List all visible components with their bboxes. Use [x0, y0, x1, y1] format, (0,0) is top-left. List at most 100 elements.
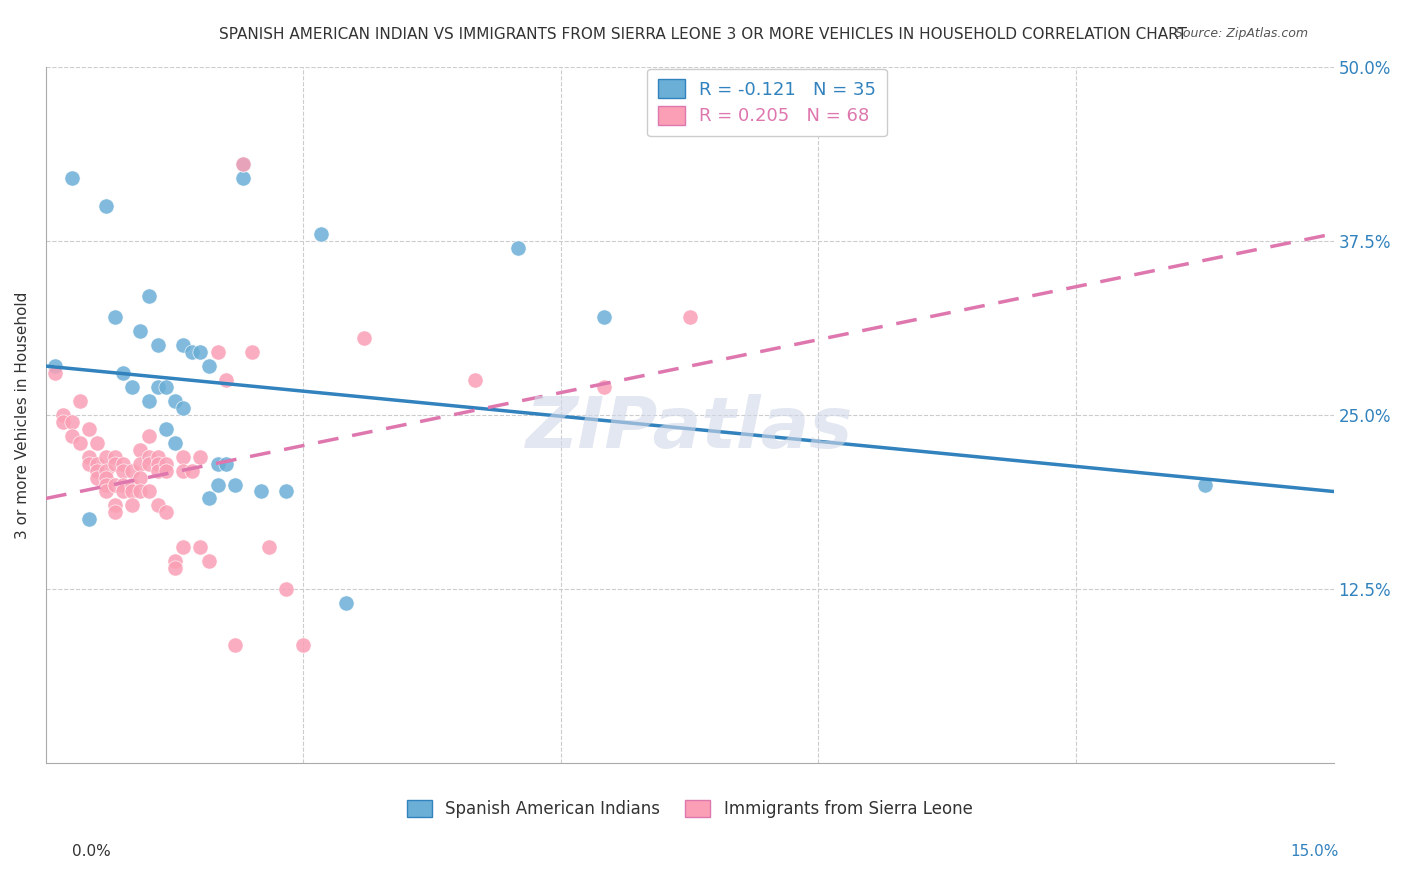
Point [94, 199, 117, 213]
Point [121, 484, 143, 499]
Point [335, 596, 357, 610]
Point [207, 345, 229, 359]
Point [121, 499, 143, 513]
Point [190, 345, 212, 359]
Point [276, 484, 298, 499]
Point [276, 582, 298, 596]
Point [44, 359, 66, 373]
Point [86, 435, 108, 450]
Point [292, 638, 315, 652]
Point [129, 484, 152, 499]
Point [94, 477, 117, 491]
Point [77, 457, 100, 471]
Point [129, 470, 152, 484]
Point [60, 415, 83, 429]
Point [155, 380, 177, 394]
Point [69, 393, 91, 408]
Legend: Spanish American Indians, Immigrants from Sierra Leone: Spanish American Indians, Immigrants fro… [401, 793, 979, 824]
Point [94, 484, 117, 499]
Point [146, 457, 169, 471]
Point [129, 457, 152, 471]
Point [249, 484, 271, 499]
Point [172, 401, 194, 415]
Text: Source: ZipAtlas.com: Source: ZipAtlas.com [1174, 27, 1308, 40]
Point [104, 457, 127, 471]
Point [163, 561, 186, 575]
Point [679, 310, 702, 325]
Point [232, 157, 254, 171]
Point [146, 450, 169, 464]
Text: ZIPatlas: ZIPatlas [526, 394, 853, 463]
Point [112, 464, 135, 478]
Point [146, 380, 169, 394]
Point [138, 450, 160, 464]
Point [198, 491, 221, 506]
Point [215, 373, 238, 387]
Point [104, 310, 127, 325]
Point [172, 450, 194, 464]
Point [163, 393, 186, 408]
Point [240, 345, 263, 359]
Point [353, 331, 375, 345]
Point [52, 415, 75, 429]
Point [180, 345, 202, 359]
Point [257, 540, 280, 554]
Point [60, 171, 83, 186]
Point [190, 450, 212, 464]
Point [215, 457, 238, 471]
Point [172, 540, 194, 554]
Point [52, 408, 75, 422]
Point [94, 470, 117, 484]
Point [112, 477, 135, 491]
Point [69, 435, 91, 450]
Point [44, 366, 66, 380]
Point [77, 512, 100, 526]
Point [138, 457, 160, 471]
Point [121, 464, 143, 478]
Point [138, 393, 160, 408]
Point [104, 505, 127, 519]
Point [112, 366, 135, 380]
Point [163, 435, 186, 450]
Point [129, 442, 152, 457]
Point [232, 157, 254, 171]
Point [198, 554, 221, 568]
Point [506, 241, 529, 255]
Point [155, 505, 177, 519]
Point [155, 457, 177, 471]
Point [198, 359, 221, 373]
Text: 15.0%: 15.0% [1291, 845, 1339, 859]
Point [94, 464, 117, 478]
Point [138, 429, 160, 443]
Point [112, 484, 135, 499]
Point [155, 422, 177, 436]
Point [129, 324, 152, 338]
Point [172, 464, 194, 478]
Point [232, 171, 254, 186]
Point [593, 310, 616, 325]
Point [77, 422, 100, 436]
Point [207, 477, 229, 491]
Point [309, 227, 332, 241]
Point [180, 464, 202, 478]
Point [86, 470, 108, 484]
Point [146, 338, 169, 352]
Point [138, 484, 160, 499]
Point [86, 457, 108, 471]
Point [60, 429, 83, 443]
Point [593, 380, 616, 394]
Point [155, 464, 177, 478]
Point [1194, 477, 1216, 491]
Point [172, 338, 194, 352]
Point [121, 380, 143, 394]
Point [121, 477, 143, 491]
Point [104, 477, 127, 491]
Point [464, 373, 486, 387]
Text: 0.0%: 0.0% [72, 845, 111, 859]
Y-axis label: 3 or more Vehicles in Household: 3 or more Vehicles in Household [15, 291, 30, 539]
Point [104, 450, 127, 464]
Point [146, 499, 169, 513]
Point [86, 464, 108, 478]
Point [224, 638, 246, 652]
Point [146, 464, 169, 478]
